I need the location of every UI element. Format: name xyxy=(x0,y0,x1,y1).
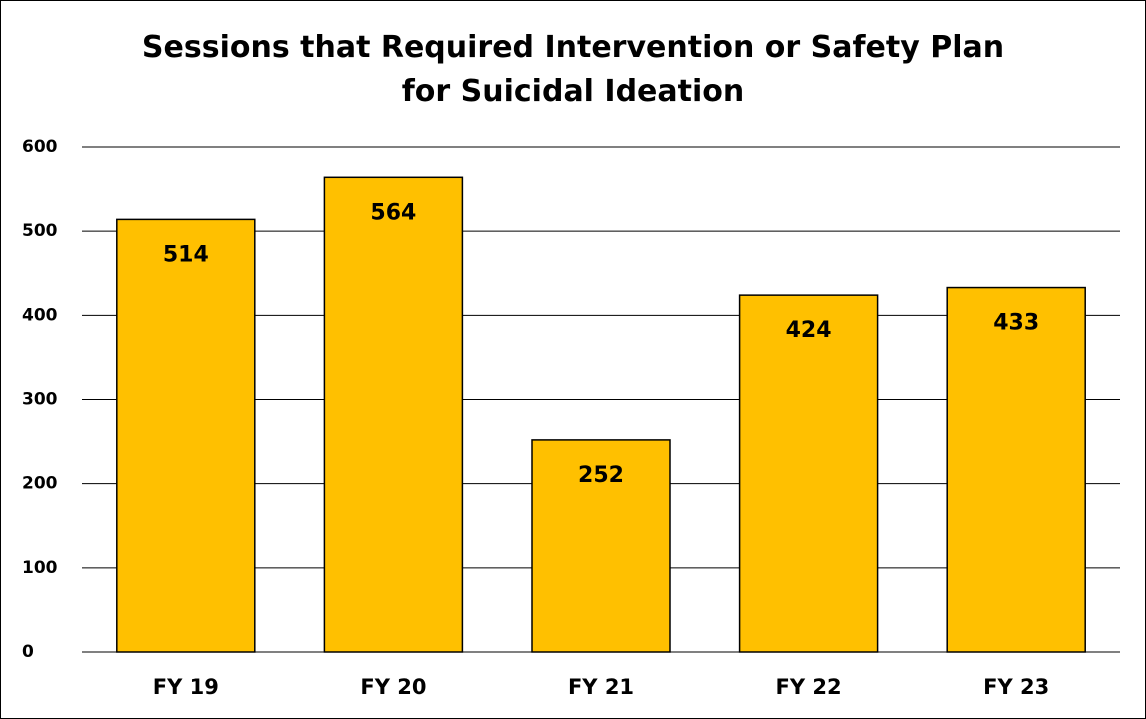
data-label: 424 xyxy=(786,318,832,343)
bar xyxy=(116,218,256,653)
bar xyxy=(738,294,879,653)
x-tick-label: FY 21 xyxy=(568,675,634,699)
bar xyxy=(323,176,464,653)
x-tick-label: FY 20 xyxy=(360,675,426,699)
y-tick-label: 300 xyxy=(22,390,58,410)
y-tick-label: 200 xyxy=(22,474,58,494)
data-label: 252 xyxy=(578,463,624,488)
data-label: 564 xyxy=(370,200,416,225)
y-tick-label: 600 xyxy=(22,137,58,157)
x-tick-label: FY 23 xyxy=(983,675,1049,699)
y-tick-label: 100 xyxy=(22,558,58,578)
data-label: 514 xyxy=(163,242,209,267)
bar xyxy=(946,286,1086,653)
bar xyxy=(531,439,671,653)
chart-title: Sessions that Required Intervention or S… xyxy=(141,30,1005,109)
data-label: 433 xyxy=(993,311,1039,336)
x-tick-label: FY 22 xyxy=(776,675,842,699)
y-tick-label: 500 xyxy=(22,221,58,241)
y-tick-label: 400 xyxy=(22,305,58,325)
y-tick-label: 0 xyxy=(22,642,34,662)
x-tick-label: FY 19 xyxy=(153,675,219,699)
